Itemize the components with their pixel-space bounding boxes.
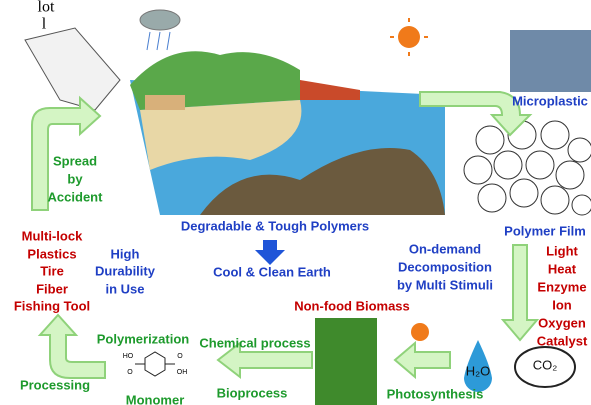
label: by Multi Stimuli [397, 277, 493, 292]
plastic-bag [25, 28, 120, 110]
label: Degradable & Tough Polymers [181, 218, 369, 233]
label: Light [546, 243, 578, 258]
atom-label: O [177, 353, 183, 360]
label: by [67, 171, 83, 186]
label: Fishing Tool [14, 298, 90, 313]
label: Spread [53, 153, 97, 168]
corner-text: lot [38, 0, 55, 16]
label: Monomer [126, 392, 185, 405]
label: CO₂ [533, 357, 558, 372]
label: High [111, 246, 140, 261]
label: Non-food Biomass [294, 298, 410, 313]
arrow [40, 315, 105, 378]
corner-text: l [42, 16, 47, 33]
label: in Use [105, 281, 144, 296]
label: Catalyst [537, 333, 588, 348]
label: Chemical process [199, 335, 310, 350]
label: On-demand [409, 241, 481, 256]
arrow [503, 245, 537, 340]
label: Cool & Clean Earth [213, 264, 331, 279]
label: Microplastic [512, 93, 588, 108]
label: Plastics [27, 246, 76, 261]
label: Enzyme [537, 279, 586, 294]
landscape [130, 10, 445, 215]
label: Durability [95, 263, 156, 278]
diagram: HO OH O O lot l Microplastic Spread by A… [0, 0, 591, 405]
atom-label: O [127, 369, 133, 376]
label: H₂O [466, 363, 491, 378]
atom-label: HO [123, 353, 134, 360]
label: Photosynthesis [387, 386, 484, 401]
label: Accident [48, 189, 104, 204]
label: Polymer Film [504, 223, 586, 238]
monomer-structure [135, 352, 175, 376]
label: Fiber [36, 281, 68, 296]
label: Bioprocess [217, 385, 288, 400]
label: Oxygen [538, 315, 586, 330]
plant-photo [315, 318, 377, 405]
atom-label: OH [177, 369, 188, 376]
sun [411, 323, 429, 341]
arrow [255, 240, 285, 265]
label: Decomposition [398, 259, 492, 274]
polymer-film [464, 121, 591, 215]
label: Tire [40, 263, 64, 278]
microplastic-photo [510, 30, 591, 92]
label: Polymerization [97, 331, 190, 346]
label: Multi-lock [22, 228, 83, 243]
arrow [395, 343, 450, 377]
label: Processing [20, 377, 90, 392]
label: Ion [552, 297, 572, 312]
label: Heat [548, 261, 577, 276]
